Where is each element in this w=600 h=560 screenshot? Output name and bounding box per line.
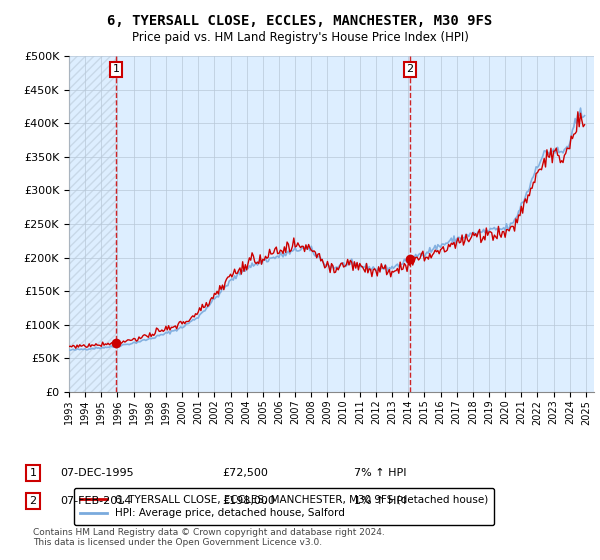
Text: 07-FEB-2014: 07-FEB-2014 xyxy=(60,496,131,506)
Legend: 6, TYERSALL CLOSE, ECCLES, MANCHESTER, M30 9FS (detached house), HPI: Average pr: 6, TYERSALL CLOSE, ECCLES, MANCHESTER, M… xyxy=(74,488,494,525)
Text: £198,000: £198,000 xyxy=(222,496,275,506)
Text: 1: 1 xyxy=(113,64,119,74)
Text: 2: 2 xyxy=(29,496,37,506)
Text: 2: 2 xyxy=(406,64,413,74)
Text: Price paid vs. HM Land Registry's House Price Index (HPI): Price paid vs. HM Land Registry's House … xyxy=(131,31,469,44)
Text: £72,500: £72,500 xyxy=(222,468,268,478)
Text: Contains HM Land Registry data © Crown copyright and database right 2024.
This d: Contains HM Land Registry data © Crown c… xyxy=(33,528,385,547)
Text: 6, TYERSALL CLOSE, ECCLES, MANCHESTER, M30 9FS: 6, TYERSALL CLOSE, ECCLES, MANCHESTER, M… xyxy=(107,14,493,28)
Bar xyxy=(69,56,116,392)
Text: 07-DEC-1995: 07-DEC-1995 xyxy=(60,468,134,478)
Text: 1: 1 xyxy=(29,468,37,478)
Text: 1% ↑ HPI: 1% ↑ HPI xyxy=(354,496,406,506)
Text: 7% ↑ HPI: 7% ↑ HPI xyxy=(354,468,407,478)
